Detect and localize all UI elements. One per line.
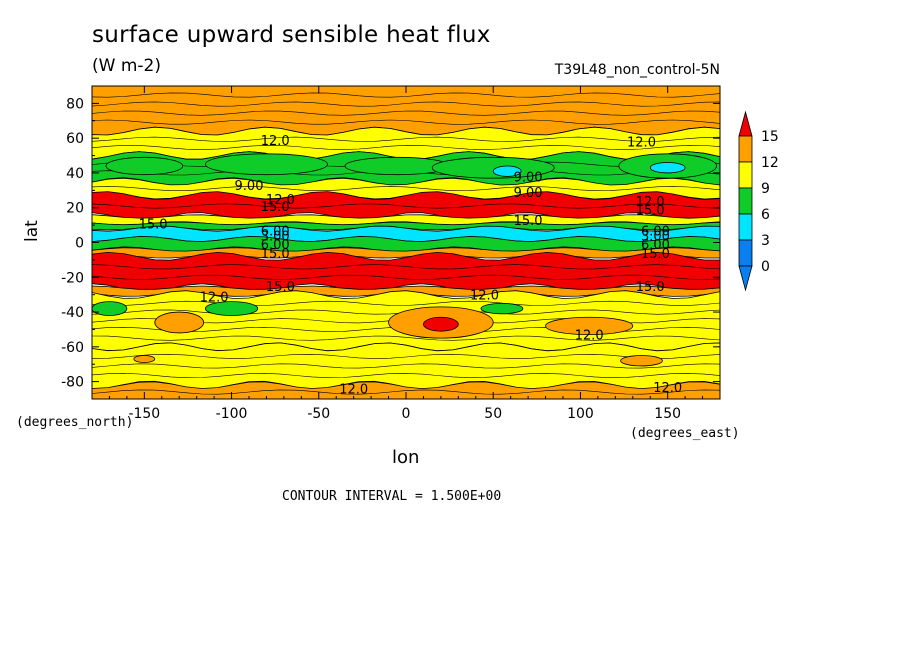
red-region <box>423 316 459 332</box>
y-tick-label: -20 <box>61 270 84 286</box>
contour-label: 3.00 <box>641 230 670 245</box>
x-tick-label: -50 <box>307 406 330 422</box>
x-tick-label: -100 <box>216 406 248 422</box>
colorbar-bottom-arrow <box>738 265 753 292</box>
y-tick-label: 80 <box>66 96 84 112</box>
colorbar-segment <box>738 239 753 267</box>
chart-units: (W m-2) <box>92 56 161 76</box>
contour-line <box>92 372 720 379</box>
green-region <box>204 153 328 176</box>
contour-line <box>92 119 720 125</box>
contour-label: 6.00 <box>641 224 670 239</box>
contour-line <box>92 389 720 395</box>
contour-band <box>92 342 720 390</box>
green-region <box>480 302 524 315</box>
contour-label: 15.0 <box>514 214 543 229</box>
colorbar-label: 15 <box>761 129 779 145</box>
green-region <box>105 156 184 176</box>
contour-label: 15.0 <box>641 247 670 262</box>
contour-label: 12.0 <box>653 381 682 396</box>
cyan-region <box>649 162 686 174</box>
orange-region <box>133 355 156 363</box>
colorbar-label: 6 <box>761 207 770 223</box>
cyan-region <box>492 165 522 177</box>
colorbar-segment <box>738 187 753 215</box>
contour-interval: CONTOUR INTERVAL = 1.500E+00 <box>282 489 502 504</box>
contour-line <box>92 110 720 116</box>
contour-label: 12.0 <box>200 290 229 305</box>
contour-label: 12.0 <box>470 289 499 304</box>
contour-label: 12.0 <box>575 329 604 344</box>
contour-line <box>92 264 720 270</box>
x-tick-label: 150 <box>654 406 681 422</box>
y-tick-label: -60 <box>61 340 84 356</box>
contour-band <box>92 247 720 259</box>
contour-label: 12.0 <box>266 193 295 208</box>
colorbar-segment <box>738 213 753 241</box>
orange-region <box>154 311 205 334</box>
orange-region <box>545 316 634 336</box>
contour-line <box>92 136 720 142</box>
colorbar-label: 9 <box>761 181 770 197</box>
contour-label: 6.00 <box>261 238 290 253</box>
contour-line <box>92 144 720 150</box>
y-tick-label: 60 <box>66 131 84 147</box>
x-axis-label: lon <box>392 447 420 468</box>
contour-line <box>92 92 720 98</box>
green-region <box>92 301 128 316</box>
contour-label: 9.00 <box>514 186 543 201</box>
run-label: T39L48_non_control-5N <box>554 62 720 78</box>
contour-line <box>92 274 720 280</box>
y-tick-label: -80 <box>61 375 84 391</box>
y-tick-label: 40 <box>66 166 84 182</box>
y-tick-label: 0 <box>75 236 84 252</box>
contour-label: 12.0 <box>636 195 665 210</box>
contour-label: 15.0 <box>636 280 665 295</box>
colorbar-label: 12 <box>761 155 779 171</box>
contour-label: 6.00 <box>261 224 290 239</box>
contour-label: 15.0 <box>636 203 665 218</box>
contour-band <box>92 126 720 160</box>
contour-line <box>92 300 720 306</box>
x-tick-label: 50 <box>484 406 502 422</box>
contour-line <box>92 353 720 359</box>
contour-label: 9.00 <box>514 170 543 185</box>
contour-band <box>92 225 720 243</box>
contour-label: 6.00 <box>641 238 670 253</box>
contour-line <box>92 186 720 192</box>
contour-label: 12.0 <box>339 383 368 398</box>
chart-title: surface upward sensible heat flux <box>92 22 491 48</box>
y-unit-label: (degrees_north) <box>16 415 134 430</box>
green-region <box>431 156 555 179</box>
contour-line <box>92 363 720 369</box>
colorbar-segment <box>738 135 753 163</box>
y-tick-label: -40 <box>61 305 84 321</box>
green-region <box>204 301 259 316</box>
contour-label: 15.0 <box>139 217 168 232</box>
contour-label: 15.0 <box>266 280 295 295</box>
contour-band <box>92 251 720 292</box>
orange-region <box>620 355 663 367</box>
contour-label: 12.0 <box>627 136 656 151</box>
colorbar-label: 3 <box>761 233 770 249</box>
x-tick-label: -150 <box>128 406 160 422</box>
contour-line <box>92 335 720 341</box>
colorbar-label: 0 <box>761 259 770 275</box>
colorbar-segment <box>738 161 753 189</box>
contour-label: 12.0 <box>261 134 290 149</box>
x-tick-label: 0 <box>402 406 411 422</box>
x-unit-label: (degrees_east) <box>630 426 740 441</box>
colorbar-top-arrow <box>738 110 753 137</box>
x-tick-label: 100 <box>567 406 594 422</box>
y-tick-label: 20 <box>66 201 84 217</box>
contour-label: 3.00 <box>261 230 290 245</box>
contour-line <box>92 101 720 107</box>
contour-label: 9.00 <box>235 179 264 194</box>
contour-label: 15.0 <box>261 200 290 215</box>
contour-label: 15.0 <box>261 247 290 262</box>
contour-line <box>92 203 720 209</box>
